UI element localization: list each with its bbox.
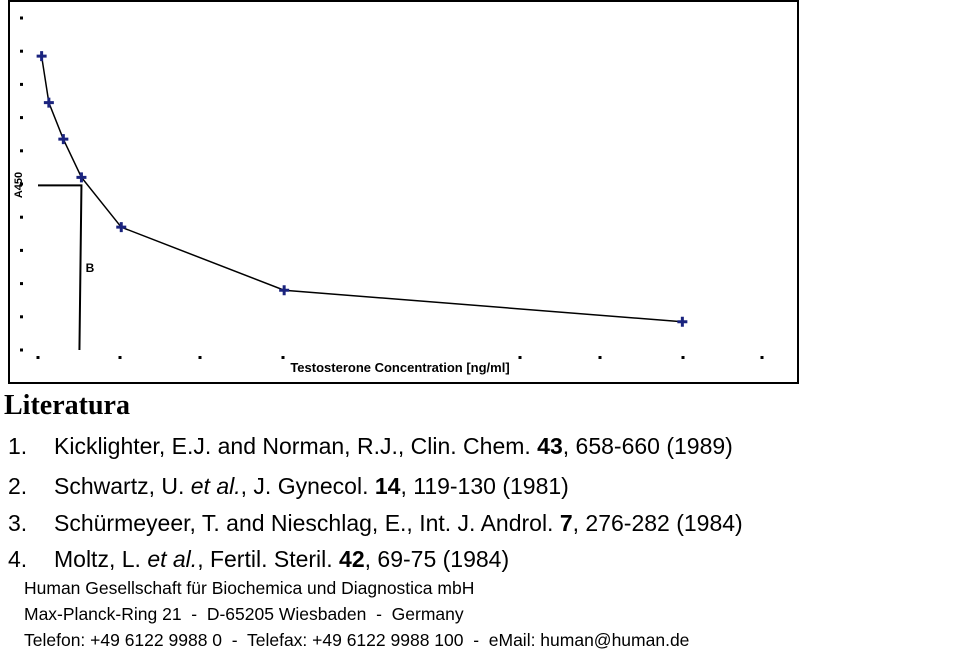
reference-text: , J. Gynecol. — [240, 473, 375, 499]
data-point — [76, 172, 87, 183]
y-tick-dot — [20, 248, 23, 252]
x-tick-dot — [198, 356, 202, 359]
reference-text: , 119-130 (1981) — [400, 473, 569, 499]
chart-frame — [8, 0, 799, 384]
reference-number: 2. — [8, 473, 28, 499]
reference-line — [38, 184, 83, 351]
data-point — [279, 285, 290, 296]
y-tick-dot — [20, 348, 23, 352]
section-title: Literatura — [4, 390, 130, 421]
reference: 1. Kicklighter, E.J. and Norman, R.J., Cl… — [8, 433, 733, 460]
reference-text: , 658-660 (1989) — [562, 433, 733, 459]
y-tick-dot — [20, 282, 23, 286]
reference: 4. Moltz, L. et al., Fertil. Steril. 42, … — [8, 546, 509, 573]
reference-text: et al. — [190, 473, 241, 499]
y-tick-dot — [20, 149, 23, 153]
reference-number: 4. — [8, 546, 28, 572]
data-point — [116, 222, 127, 233]
reference-text: Moltz, L. — [54, 546, 148, 572]
data-point — [58, 134, 69, 145]
reference-text: , Fertil. Steril. — [197, 546, 340, 572]
y-tick-dot — [20, 49, 23, 53]
footer-line: Max-Planck-Ring 21 - D-65205 Wiesbaden -… — [24, 604, 464, 624]
reference-text: 43 — [537, 433, 563, 459]
y-tick-dot — [20, 116, 23, 120]
y-tick-dot — [20, 82, 23, 86]
reference-text: Schürmeyeer, T. and Nieschlag, E., Int. … — [54, 510, 560, 536]
data-line — [40, 56, 683, 323]
y-tick-dot — [20, 182, 23, 186]
y-tick-dot — [20, 315, 23, 319]
reference-text: Kicklighter, E.J. and Norman, R.J., Clin… — [54, 433, 538, 459]
x-axis-label: Testosterone Concentration [ng/ml] — [290, 360, 509, 375]
reference-text: , 276-282 (1984) — [572, 510, 743, 536]
chart: Testosterone Concentration [ng/ml] A450 … — [8, 0, 799, 384]
x-tick-dot — [518, 356, 522, 359]
reference: 3. Schürmeyeer, T. and Nieschlag, E., Int… — [8, 510, 743, 537]
reference-text: , 69-75 (1984) — [364, 546, 510, 572]
reference-number: 3. — [8, 510, 28, 536]
footer-line: Human Gesellschaft für Biochemica und Di… — [24, 578, 475, 598]
reference-text: Schwartz, U. — [54, 473, 191, 499]
x-tick-dot — [118, 356, 122, 359]
reference-text: et al. — [147, 546, 198, 572]
y-tick-dot — [20, 215, 23, 219]
data-point — [677, 316, 688, 327]
reference-text: 42 — [339, 546, 365, 572]
x-tick-dot — [36, 356, 40, 359]
reference-text: 14 — [374, 473, 401, 499]
x-tick-dot — [598, 356, 602, 359]
reference-number: 1. — [8, 433, 28, 459]
data-point — [43, 97, 54, 108]
data-point — [36, 51, 47, 62]
reference: 2. Schwartz, U. et al., J. Gynecol. 14, 1… — [8, 473, 569, 500]
x-tick-dot — [760, 356, 764, 359]
y-axis-label: A450 — [13, 172, 25, 198]
y-tick-dot — [20, 16, 23, 20]
x-tick-dot — [681, 356, 685, 359]
footer-line: Telefon: +49 6122 9988 0 - Telefax: +49 … — [24, 630, 690, 650]
x-tick-dot — [281, 356, 285, 359]
reference-text: 7 — [559, 510, 573, 536]
marker-label: B — [86, 261, 95, 275]
